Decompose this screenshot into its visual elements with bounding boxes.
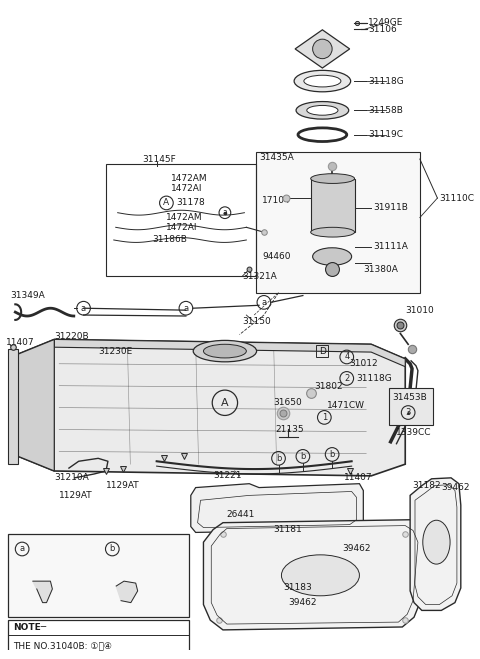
Polygon shape: [116, 581, 138, 602]
Text: b: b: [300, 452, 306, 461]
Text: 31321A: 31321A: [242, 272, 277, 281]
Polygon shape: [18, 339, 405, 476]
Ellipse shape: [193, 341, 257, 362]
Text: 31802: 31802: [314, 382, 343, 391]
Polygon shape: [33, 581, 52, 602]
Text: 1472AM: 1472AM: [171, 174, 208, 183]
Text: NOTE─: NOTE─: [13, 623, 47, 633]
Text: 31435A: 31435A: [259, 153, 294, 161]
Text: 1472AM: 1472AM: [167, 213, 203, 222]
Text: 31650: 31650: [274, 398, 302, 407]
Text: 3: 3: [406, 408, 411, 417]
Text: 31118G: 31118G: [368, 76, 404, 86]
Text: 31911B: 31911B: [373, 204, 408, 212]
Polygon shape: [204, 520, 425, 630]
Text: 26441: 26441: [227, 510, 255, 519]
Text: 31177B: 31177B: [33, 544, 68, 554]
Text: 31118G: 31118G: [357, 374, 392, 383]
Text: 17104: 17104: [262, 196, 290, 206]
Ellipse shape: [281, 555, 360, 596]
Text: 31220B: 31220B: [54, 332, 89, 341]
Text: 31145F: 31145F: [142, 155, 176, 163]
Text: 31181: 31181: [274, 525, 302, 534]
Text: 31183: 31183: [283, 583, 312, 592]
Text: 11407: 11407: [6, 338, 34, 347]
Text: 31221: 31221: [213, 471, 242, 480]
Ellipse shape: [312, 248, 352, 266]
Text: 31150: 31150: [242, 318, 271, 326]
Text: b: b: [329, 450, 335, 459]
Text: 39462: 39462: [288, 598, 317, 607]
Polygon shape: [295, 30, 349, 68]
Polygon shape: [256, 152, 420, 293]
Text: 31453B: 31453B: [393, 393, 427, 403]
Text: 31110C: 31110C: [439, 194, 474, 202]
Text: 2: 2: [344, 374, 349, 383]
Bar: [311, 179, 355, 232]
Text: 31119C: 31119C: [368, 130, 403, 139]
Text: D: D: [319, 347, 326, 356]
Circle shape: [312, 39, 332, 59]
Text: A: A: [163, 198, 169, 208]
Ellipse shape: [204, 344, 246, 358]
Text: 31230E: 31230E: [98, 347, 132, 356]
Text: 94460: 94460: [262, 252, 290, 261]
Text: 31012: 31012: [349, 359, 378, 368]
Polygon shape: [410, 478, 461, 610]
Text: 1472AI: 1472AI: [171, 184, 203, 193]
Polygon shape: [54, 339, 405, 366]
Bar: [9, 620, 189, 657]
Text: a: a: [20, 544, 24, 554]
Text: 39462: 39462: [441, 483, 470, 492]
Text: b: b: [276, 454, 281, 463]
Ellipse shape: [296, 101, 348, 119]
Text: a: a: [183, 304, 189, 313]
Bar: [389, 388, 432, 425]
Text: 31106: 31106: [368, 25, 397, 34]
Ellipse shape: [423, 520, 450, 564]
Text: 31186B: 31186B: [152, 235, 187, 244]
Polygon shape: [9, 349, 18, 464]
Text: a: a: [81, 304, 86, 313]
Text: 1129AT: 1129AT: [59, 491, 93, 500]
Polygon shape: [18, 339, 54, 471]
Text: A: A: [221, 398, 228, 408]
Text: 1: 1: [322, 413, 327, 422]
Text: 1471CW: 1471CW: [327, 401, 365, 410]
Text: 31380A: 31380A: [363, 265, 398, 273]
Text: 42913: 42913: [123, 544, 152, 554]
Text: b: b: [109, 544, 115, 554]
Text: THE NO.31040B: ①～④: THE NO.31040B: ①～④: [13, 641, 112, 650]
Text: a: a: [223, 208, 227, 217]
Text: 11407: 11407: [344, 473, 372, 482]
Text: 31010: 31010: [405, 306, 434, 314]
Text: 31158B: 31158B: [368, 106, 403, 115]
Text: 31210A: 31210A: [54, 473, 89, 482]
Text: 1249GE: 1249GE: [368, 18, 404, 27]
Text: 1129AT: 1129AT: [106, 481, 140, 490]
Text: 31178: 31178: [176, 198, 205, 208]
Text: 21135: 21135: [276, 424, 304, 434]
Ellipse shape: [311, 174, 355, 183]
Text: 4: 4: [344, 353, 349, 361]
Text: 1472AI: 1472AI: [167, 223, 198, 232]
Ellipse shape: [294, 71, 351, 92]
Text: 31111A: 31111A: [373, 243, 408, 251]
Ellipse shape: [311, 227, 355, 237]
Text: 31182: 31182: [412, 481, 441, 490]
Text: 39462: 39462: [342, 544, 371, 554]
Text: a: a: [261, 298, 266, 307]
Polygon shape: [191, 484, 363, 532]
Text: 31349A: 31349A: [11, 291, 45, 300]
Text: 1339CC: 1339CC: [396, 428, 431, 436]
Ellipse shape: [307, 105, 338, 115]
Ellipse shape: [304, 75, 341, 87]
Bar: [9, 534, 189, 617]
